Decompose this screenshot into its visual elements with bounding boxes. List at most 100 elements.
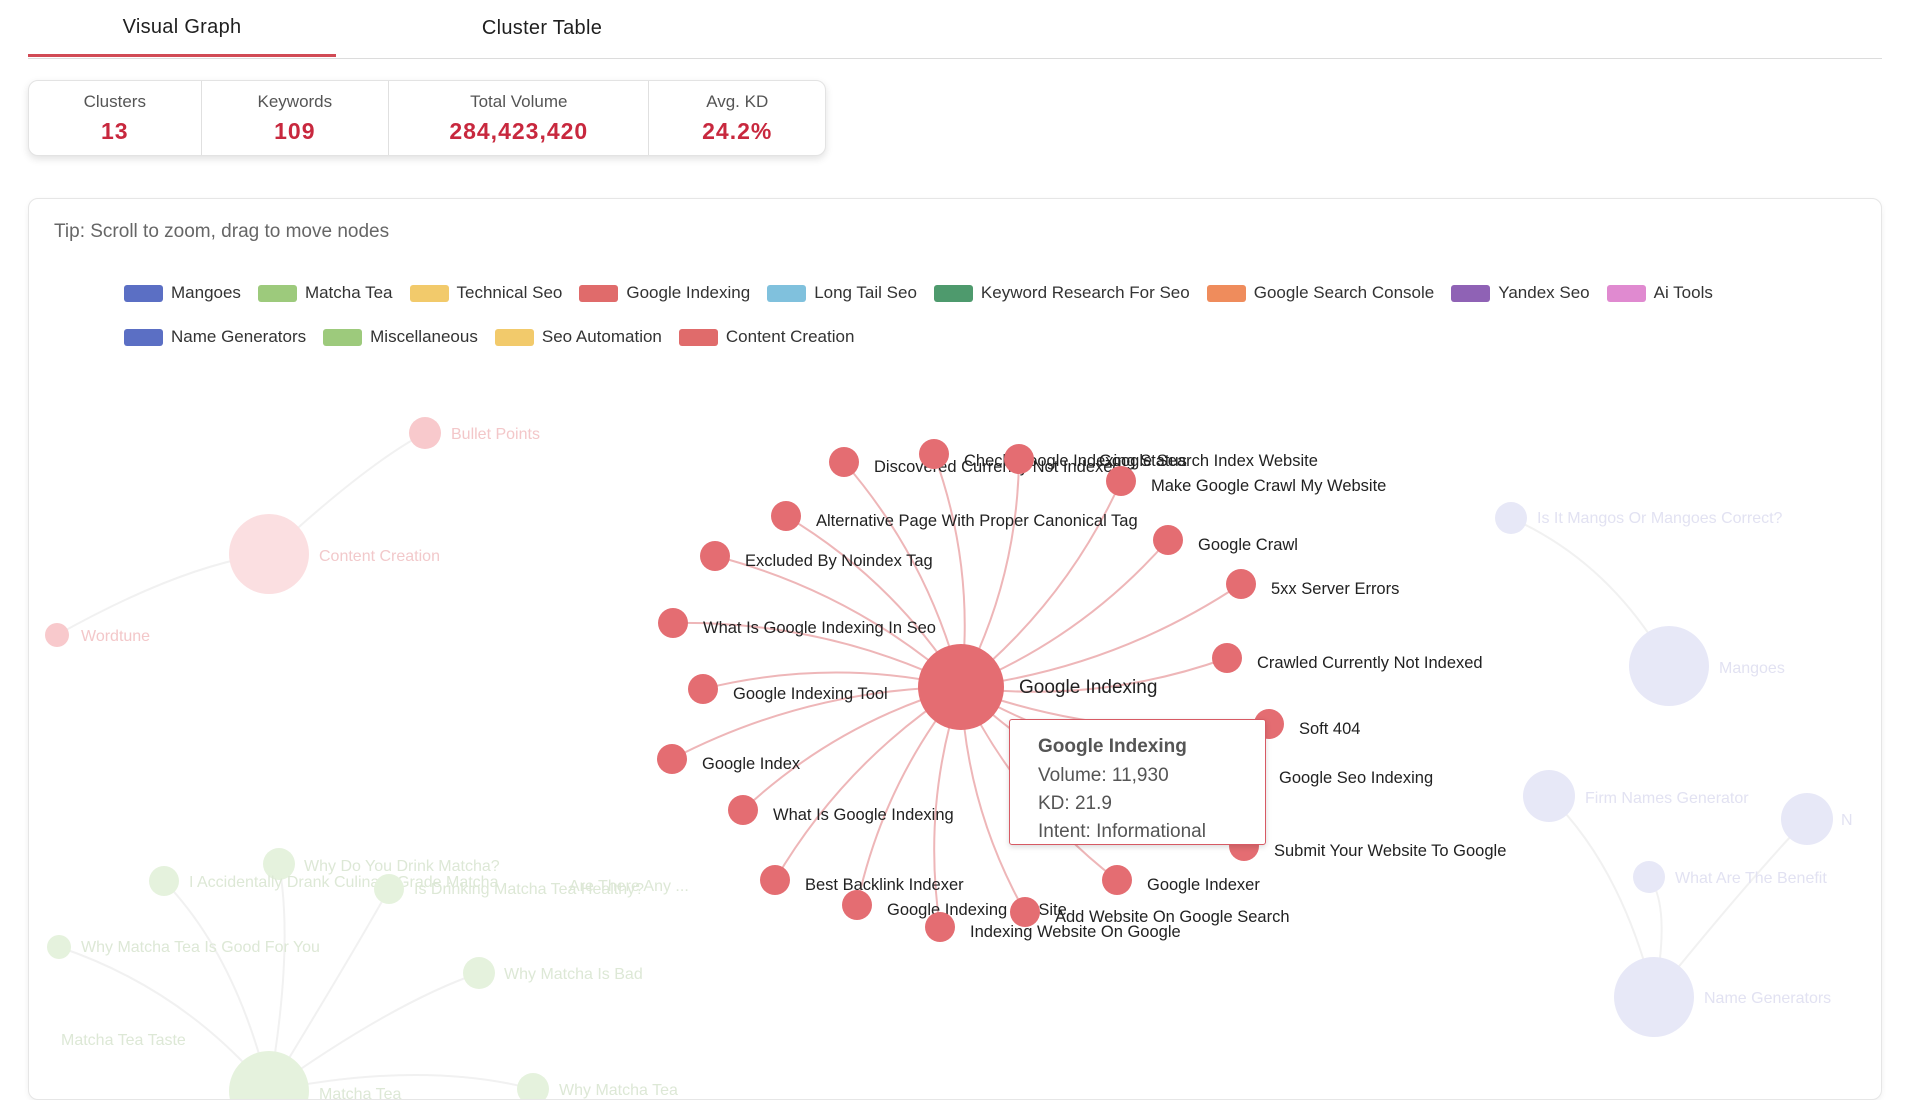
stat-label: Keywords bbox=[257, 91, 333, 111]
keyword-node[interactable] bbox=[925, 912, 955, 942]
legend-swatch-icon bbox=[1451, 284, 1491, 302]
keyword-node[interactable] bbox=[829, 447, 859, 477]
view-tabs: Visual Graph Cluster Table bbox=[28, 0, 1882, 59]
faded-node bbox=[263, 848, 295, 880]
graph-tip: Tip: Scroll to zoom, drag to move nodes bbox=[54, 221, 390, 242]
legend-item[interactable]: Long Tail Seo bbox=[767, 283, 917, 303]
keyword-node-label: 5xx Server Errors bbox=[1271, 580, 1399, 598]
legend-item[interactable]: Keyword Research For Seo bbox=[933, 283, 1190, 303]
tab-visual-graph[interactable]: Visual Graph bbox=[28, 0, 336, 57]
legend-label: Name Generators bbox=[171, 327, 307, 346]
legend-label: Keyword Research For Seo bbox=[980, 283, 1190, 302]
cluster-center-node[interactable] bbox=[918, 644, 1004, 730]
keyword-node[interactable] bbox=[700, 541, 730, 571]
stat-value: 24.2% bbox=[702, 117, 773, 144]
legend-item[interactable]: Matcha Tea bbox=[257, 283, 393, 303]
legend-label: Google Indexing bbox=[626, 283, 751, 302]
faded-node-label: Why Do You Drink Matcha? bbox=[304, 858, 500, 875]
keyword-node[interactable] bbox=[1212, 643, 1242, 673]
keyword-node-label: Crawled Currently Not Indexed bbox=[1257, 654, 1483, 672]
keyword-node[interactable] bbox=[919, 439, 949, 469]
faded-node-label: N bbox=[1841, 812, 1853, 829]
keyword-node[interactable] bbox=[771, 501, 801, 531]
legend-label: Technical Seo bbox=[456, 283, 563, 302]
keyword-node-label: Indexing Website On Google bbox=[970, 923, 1181, 941]
legend-item[interactable]: Mangoes bbox=[124, 283, 241, 303]
keyword-node[interactable] bbox=[842, 890, 872, 920]
stat-avg-kd: Avg. KD 24.2% bbox=[649, 81, 825, 155]
legend-item[interactable]: Technical Seo bbox=[409, 283, 563, 303]
keyword-node-label: Google Indexing Tool bbox=[733, 685, 888, 703]
stat-value: 109 bbox=[274, 117, 316, 144]
faded-node-label: What Are The Benefit bbox=[1675, 870, 1827, 887]
faded-node bbox=[45, 623, 69, 647]
legend-item[interactable]: Google Search Console bbox=[1206, 283, 1434, 303]
graph-panel: Bullet Points Content Creation Wordtune Why… bbox=[28, 198, 1882, 1100]
keyword-node-label: Google Indexer bbox=[1147, 876, 1260, 894]
keyword-node[interactable] bbox=[1106, 466, 1136, 496]
faded-node-label: Why Matcha Is Bad bbox=[504, 966, 643, 983]
faded-node bbox=[1781, 793, 1833, 845]
keyword-node-label: Google Seo Indexing bbox=[1279, 769, 1433, 787]
keyword-node[interactable] bbox=[1004, 444, 1034, 474]
keyword-node[interactable] bbox=[1153, 525, 1183, 555]
faded-node bbox=[463, 957, 495, 989]
faded-node bbox=[149, 866, 179, 896]
cluster-graph[interactable]: Bullet Points Content Creation Wordtune Why… bbox=[29, 199, 1881, 1099]
keyword-node-label: Google Search Index Website bbox=[1099, 452, 1318, 470]
faded-node-label: Are There Any ... bbox=[569, 878, 689, 895]
legend-swatch-icon bbox=[1206, 284, 1246, 302]
keyword-node[interactable] bbox=[688, 674, 718, 704]
faded-node-label: Firm Names Generator bbox=[1585, 790, 1749, 807]
legend-swatch-icon bbox=[494, 328, 534, 346]
legend-swatch-icon bbox=[767, 284, 807, 302]
faded-node-label: Name Generators bbox=[1704, 990, 1831, 1007]
stat-value: 284,423,420 bbox=[449, 117, 589, 144]
keyword-node[interactable] bbox=[1102, 865, 1132, 895]
keyword-node[interactable] bbox=[658, 608, 688, 638]
legend-item[interactable]: Yandex Seo bbox=[1451, 283, 1590, 303]
faded-node-label: Why Matcha Tea bbox=[559, 1082, 678, 1099]
tooltip-title: Google Indexing bbox=[1038, 736, 1187, 757]
stat-value: 13 bbox=[100, 117, 129, 144]
faded-node-label: Why Matcha Tea Is Good For You bbox=[81, 939, 320, 956]
legend-item[interactable]: Seo Automation bbox=[494, 327, 662, 347]
faded-node bbox=[409, 417, 441, 449]
legend-item[interactable]: Content Creation bbox=[678, 327, 854, 347]
keyword-node-label: Make Google Crawl My Website bbox=[1151, 477, 1386, 495]
legend-swatch-icon bbox=[323, 328, 363, 346]
keyword-node-label: Alternative Page With Proper Canonical T… bbox=[816, 512, 1138, 530]
keyword-node[interactable] bbox=[1226, 569, 1256, 599]
legend-label: Miscellaneous bbox=[370, 327, 478, 346]
legend-label: Seo Automation bbox=[541, 327, 662, 346]
faded-node bbox=[374, 874, 404, 904]
cluster-legend: Mangoes Matcha Tea Technical Seo Google Ind… bbox=[124, 283, 1824, 347]
keyword-node-label: Excluded By Noindex Tag bbox=[745, 552, 933, 570]
stats-summary-card: Clusters 13 Keywords 109 Total Volume 28… bbox=[28, 80, 826, 156]
faded-node-label: Is It Mangos Or Mangoes Correct? bbox=[1537, 510, 1783, 527]
legend-item[interactable]: Miscellaneous bbox=[323, 327, 478, 347]
stat-total-volume: Total Volume 284,423,420 bbox=[389, 81, 650, 155]
stat-keywords: Keywords 109 bbox=[202, 81, 390, 155]
faded-node-label: Matcha Tea Taste bbox=[61, 1032, 186, 1049]
legend-swatch-icon bbox=[409, 284, 449, 302]
legend-swatch-icon bbox=[933, 284, 973, 302]
legend-label: Matcha Tea bbox=[304, 283, 393, 302]
legend-swatch-icon bbox=[124, 284, 163, 302]
tab-cluster-table[interactable]: Cluster Table bbox=[481, 17, 603, 39]
cluster-center-label: Google Indexing bbox=[1019, 677, 1157, 698]
keyword-node[interactable] bbox=[760, 865, 790, 895]
keyword-node-label: What Is Google Indexing In Seo bbox=[703, 619, 936, 637]
faded-node bbox=[229, 1051, 309, 1099]
faded-node-label: Is Drinking Matcha Tea Healthy? bbox=[414, 881, 644, 898]
legend-item[interactable]: Google Indexing bbox=[579, 283, 750, 303]
faded-node-label: Matcha Tea bbox=[319, 1086, 402, 1099]
keyword-node[interactable] bbox=[728, 795, 758, 825]
keyword-node[interactable] bbox=[657, 744, 687, 774]
faded-node bbox=[1523, 770, 1575, 822]
keyword-node-label: Add Website On Google Search bbox=[1055, 908, 1290, 926]
legend-item[interactable]: Name Generators bbox=[124, 327, 306, 347]
keyword-node-label: Soft 404 bbox=[1299, 720, 1360, 738]
legend-item[interactable]: Ai Tools bbox=[1606, 283, 1713, 303]
keyword-node[interactable] bbox=[1010, 897, 1040, 927]
